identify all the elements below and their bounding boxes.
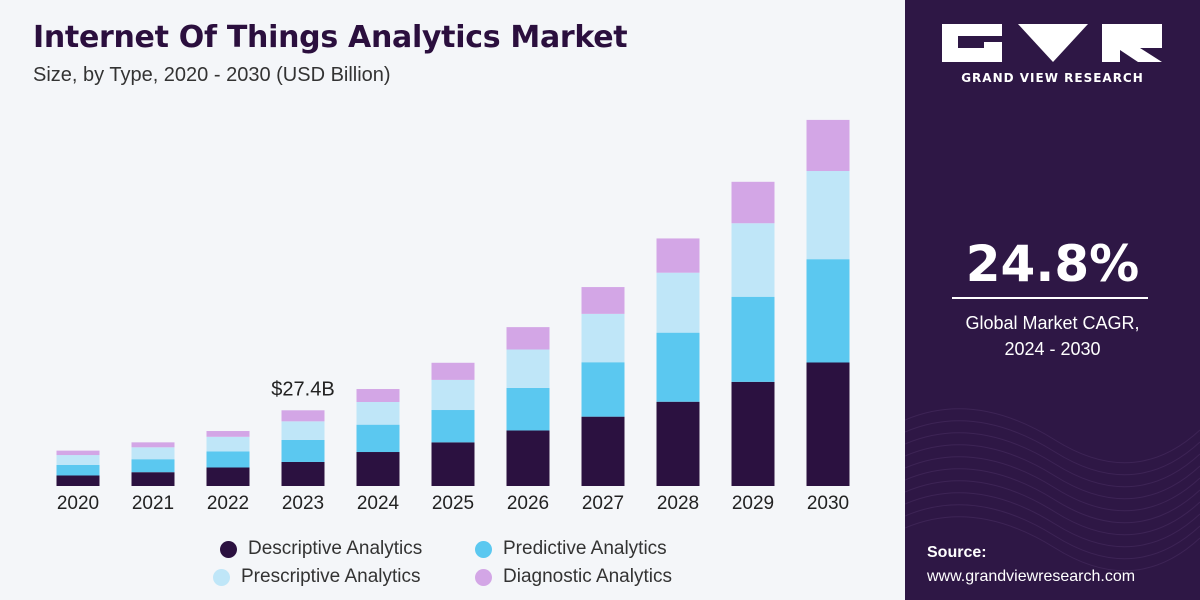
legend-item-prescriptive: Prescriptive Analytics: [213, 566, 421, 588]
bar-segment-prescriptive-2030: [806, 171, 850, 260]
bar-segment-descriptive-2027: [581, 416, 625, 486]
legend-swatch-descriptive: [220, 540, 237, 558]
x-tick-label-2023: 2023: [282, 493, 324, 514]
cagr-label-line1: Global Market CAGR,: [965, 313, 1140, 333]
bar-segment-prescriptive-2023: [281, 421, 325, 440]
source-label: Source:: [927, 544, 987, 561]
bar-segment-predictive-2029: [731, 296, 775, 382]
bar-segment-predictive-2023: [281, 439, 325, 462]
x-tick-label-2021: 2021: [132, 493, 174, 514]
x-tick-label-2028: 2028: [657, 493, 699, 514]
bar-segment-descriptive-2023: [281, 461, 325, 486]
data-label-2023: $27.4B: [271, 378, 334, 400]
chart-legend: Descriptive Analytics Predictive Analyti…: [0, 532, 905, 592]
x-tick-label-2030: 2030: [807, 493, 849, 514]
legend-label-diagnostic: Diagnostic Analytics: [503, 566, 672, 587]
bar-segment-diagnostic-2024: [356, 389, 400, 403]
bar-segment-predictive-2024: [356, 424, 400, 453]
cagr-divider: [952, 297, 1148, 299]
bar-segment-prescriptive-2025: [431, 379, 475, 411]
bar-segment-diagnostic-2026: [506, 327, 550, 350]
bar-segment-descriptive-2030: [806, 362, 850, 486]
chart-panel: Internet Of Things Analytics Market Size…: [0, 20, 905, 592]
bar-segment-prescriptive-2022: [206, 436, 250, 452]
bar-segment-prescriptive-2028: [656, 272, 700, 333]
bar-segment-descriptive-2025: [431, 442, 475, 486]
bar-segment-prescriptive-2021: [131, 447, 175, 460]
bar-segment-predictive-2025: [431, 410, 475, 443]
bar-segment-descriptive-2029: [731, 381, 775, 486]
bar-segment-prescriptive-2029: [731, 223, 775, 297]
cagr-value: 24.8%: [965, 235, 1140, 293]
legend-swatch-predictive: [475, 540, 492, 558]
x-tick-label-2027: 2027: [582, 493, 624, 514]
bar-segment-diagnostic-2029: [731, 181, 775, 224]
bar-segment-predictive-2026: [506, 387, 550, 431]
bar-segment-diagnostic-2025: [431, 362, 475, 380]
bar-segment-diagnostic-2021: [131, 442, 175, 448]
legend-swatch-prescriptive: [213, 568, 230, 586]
bar-segment-prescriptive-2027: [581, 313, 625, 363]
bar-segment-descriptive-2026: [506, 430, 550, 486]
legend-item-diagnostic: Diagnostic Analytics: [475, 566, 672, 588]
bar-segment-diagnostic-2020: [56, 450, 100, 456]
bar-segment-prescriptive-2024: [356, 402, 400, 425]
chart-title: Internet Of Things Analytics Market: [33, 20, 628, 55]
bar-segment-descriptive-2022: [206, 467, 250, 486]
bar-segment-diagnostic-2023: [281, 410, 325, 422]
gvr-logo: [942, 24, 1162, 62]
x-tick-label-2026: 2026: [507, 493, 549, 514]
x-tick-label-2029: 2029: [732, 493, 774, 514]
legend-label-predictive: Predictive Analytics: [503, 538, 667, 559]
bar-segment-prescriptive-2026: [506, 349, 550, 388]
legend-swatch-diagnostic: [475, 568, 492, 586]
bar-segment-descriptive-2020: [56, 475, 100, 486]
bar-segment-predictive-2027: [581, 362, 625, 417]
legend-label-descriptive: Descriptive Analytics: [248, 538, 423, 559]
bar-segment-prescriptive-2020: [56, 455, 100, 466]
bar-segment-predictive-2022: [206, 451, 250, 468]
bar-segment-diagnostic-2022: [206, 431, 250, 437]
chart-subtitle: Size, by Type, 2020 - 2030 (USD Billion): [33, 64, 391, 86]
source-link[interactable]: www.grandviewresearch.com: [927, 568, 1136, 585]
wave-pattern: [905, 408, 1200, 572]
legend-item-descriptive: Descriptive Analytics: [220, 538, 422, 560]
brand-name: GRAND VIEW RESEARCH: [961, 71, 1144, 85]
legend-label-prescriptive: Prescriptive Analytics: [241, 566, 421, 587]
bar-segment-descriptive-2024: [356, 452, 400, 486]
bar-segment-predictive-2020: [56, 465, 100, 476]
bar-segment-predictive-2030: [806, 259, 850, 363]
x-tick-label-2022: 2022: [207, 493, 249, 514]
legend-item-predictive: Predictive Analytics: [475, 538, 667, 560]
x-tick-label-2020: 2020: [57, 493, 99, 514]
bar-segment-diagnostic-2030: [806, 119, 850, 172]
x-tick-label-2025: 2025: [432, 493, 474, 514]
bar-segment-predictive-2028: [656, 332, 700, 402]
bar-segment-descriptive-2021: [131, 472, 175, 486]
info-sidebar: GRAND VIEW RESEARCH 24.8% Global Market …: [905, 0, 1200, 600]
x-tick-label-2024: 2024: [357, 493, 400, 514]
bar-segment-diagnostic-2027: [581, 287, 625, 314]
stacked-bar-chart: 2020 2021 2022 2023 $27.4B 2024 2025 2026 2027 20…: [56, 119, 850, 514]
bar-segment-diagnostic-2028: [656, 238, 700, 273]
cagr-label-line2: 2024 - 2030: [1004, 339, 1101, 359]
bar-segment-descriptive-2028: [656, 401, 700, 486]
bar-segment-predictive-2021: [131, 459, 175, 473]
cagr-label: Global Market CAGR, 2024 - 2030: [905, 310, 1200, 362]
